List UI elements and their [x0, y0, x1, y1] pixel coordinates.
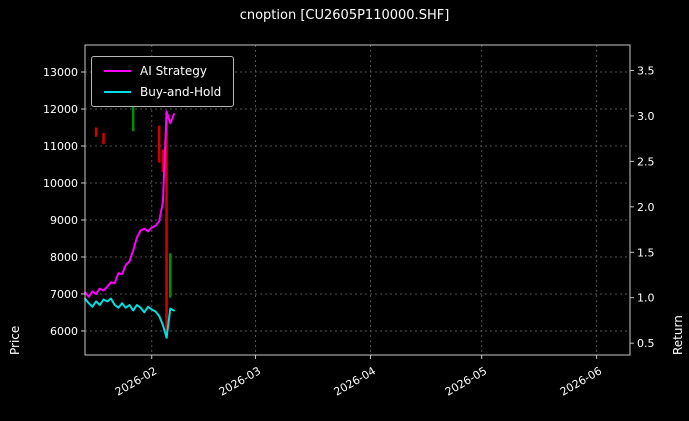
buy-and-hold-line-swatch [104, 91, 131, 93]
left-tick-label: 13000 [43, 66, 78, 79]
series-layer [84, 110, 175, 339]
legend: AI Strategy Buy-and-Hold [91, 56, 235, 107]
candle-bar [102, 133, 105, 145]
candle-bar [131, 105, 135, 132]
right-tick-label: 0.5 [637, 337, 655, 350]
left-tick-label: 12000 [43, 103, 78, 116]
left-tick-label: 7000 [50, 288, 78, 301]
right-tick-label: 3.0 [637, 110, 655, 123]
left-tick-label: 6000 [50, 325, 78, 338]
x-tick-label: 2026-05 [443, 364, 489, 398]
left-tick-label: 10000 [43, 177, 78, 190]
axes-layer: 6000 7000 8000 9000 10000 11000 12000 13000 0.5 1… [43, 64, 655, 398]
left-tick-label: 11000 [43, 140, 78, 153]
legend-label: Buy-and-Hold [140, 85, 222, 99]
left-tick-label: 9000 [50, 214, 78, 227]
legend-item: AI Strategy [104, 64, 221, 78]
chart-title: cnoption [CU2605P110000.SHF] [239, 8, 450, 23]
x-tick-label: 2026-06 [558, 364, 604, 398]
left-tick-label: 8000 [50, 251, 78, 264]
candle-bar [94, 127, 98, 137]
grid-layer [85, 45, 630, 355]
legend-item: Buy-and-Hold [104, 85, 221, 99]
right-tick-label: 2.0 [637, 201, 655, 214]
ai-strategy-line-swatch [104, 70, 131, 72]
x-tick-label: 2026-04 [332, 364, 378, 398]
candle-bar [161, 149, 165, 172]
candle-bar [157, 125, 161, 163]
plot-border [84, 44, 631, 356]
right-tick-label: 2.5 [637, 155, 655, 168]
ai-strategy-line [84, 110, 175, 298]
x-tick-label: 2026-03 [217, 364, 263, 398]
candle-bar [169, 253, 172, 298]
legend-label: AI Strategy [140, 64, 207, 78]
x-tick-label: 2026-02 [113, 364, 159, 398]
right-tick-label: 3.5 [637, 64, 655, 77]
right-tick-label: 1.5 [637, 246, 655, 259]
right-tick-label: 1.0 [637, 292, 655, 305]
candles-layer [94, 105, 172, 339]
candle-bar [165, 112, 168, 339]
buy-and-hold-line [84, 297, 175, 339]
